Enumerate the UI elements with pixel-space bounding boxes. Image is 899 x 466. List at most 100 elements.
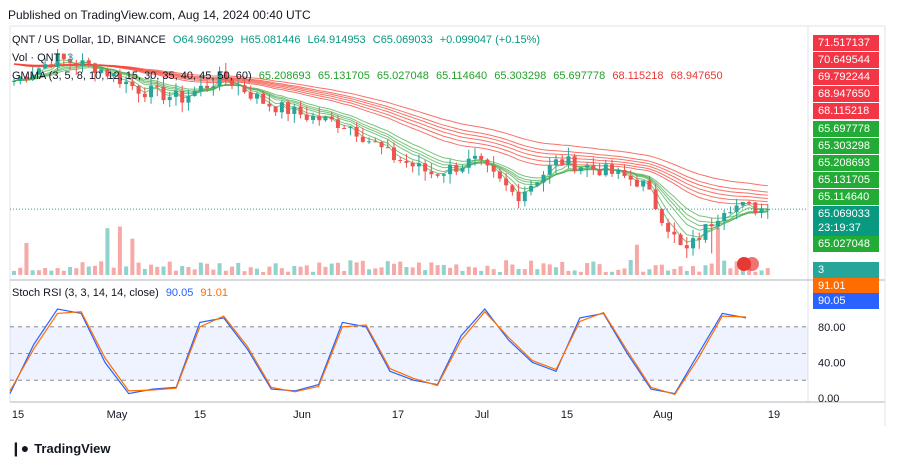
candle-body — [24, 76, 29, 80]
candle-body — [466, 158, 471, 168]
candle-body — [659, 209, 664, 224]
candle-body — [622, 169, 627, 176]
candle-body — [485, 159, 490, 166]
candle-body — [578, 167, 583, 172]
high-label: H — [240, 34, 249, 46]
volume-bar — [335, 262, 340, 275]
volume-bar — [734, 261, 739, 275]
candle-body — [560, 159, 565, 165]
volume-bar — [217, 263, 222, 275]
candle-body — [553, 159, 558, 166]
candle-body — [180, 90, 185, 103]
volume-bar — [373, 268, 378, 275]
volume-bar — [198, 262, 203, 275]
volume-bar — [36, 270, 41, 275]
volume-bar — [697, 271, 702, 275]
candle-body — [728, 212, 733, 214]
candle-body — [136, 86, 141, 94]
price-axis-label: 69.792244 — [813, 69, 879, 85]
time-tick-label: 15 — [194, 409, 206, 421]
stoch-k-value: 90.05 — [165, 287, 194, 299]
volume-bar — [448, 267, 453, 275]
axes: 80.00 40.00 0.00 15 May 15 Jun 17 Jul 15 Aug 19 — [12, 322, 846, 421]
candle-body — [672, 231, 677, 235]
volume-bar — [149, 264, 154, 275]
candle-body — [703, 224, 708, 240]
volume-bar — [186, 266, 191, 275]
candle-body — [404, 161, 409, 163]
volume-bar — [765, 268, 770, 275]
time-tick-label: Jul — [475, 409, 489, 421]
price-axis-label: 23:19:37 — [813, 220, 879, 236]
volume-bar — [74, 268, 79, 275]
volume-bar — [55, 268, 60, 275]
close-label: C — [372, 34, 381, 46]
candle-body — [472, 155, 477, 159]
tradingview-footer[interactable]: ❙● TradingView — [10, 440, 111, 457]
volume-bar — [317, 262, 322, 275]
price-axis-label: 65.697778 — [813, 121, 879, 137]
volume-bar — [304, 265, 309, 275]
volume-bar — [560, 261, 565, 275]
volume-bar — [292, 266, 297, 275]
candle-body — [279, 102, 284, 113]
volume-label: Vol · QNT — [12, 52, 61, 64]
candle-body — [454, 165, 459, 172]
volume-bar — [105, 228, 110, 275]
candle-body — [86, 60, 91, 64]
open-label: O — [172, 34, 182, 46]
price-axis-label: 65.069033 — [813, 206, 879, 222]
volume-bar — [597, 264, 602, 275]
candle-body — [410, 162, 415, 167]
volume-bar — [535, 269, 540, 275]
candle-body — [740, 201, 745, 206]
candle-body — [317, 116, 322, 121]
volume-bar — [248, 267, 253, 275]
candle-body — [529, 185, 534, 192]
candle-body — [43, 64, 48, 69]
candle-body — [510, 185, 515, 192]
volume-bar — [211, 269, 216, 275]
candle-body — [61, 53, 66, 60]
candle-body — [628, 175, 633, 180]
candle-body — [516, 191, 521, 202]
gmma-short-line-10 — [13, 64, 768, 227]
candle-body — [709, 224, 714, 227]
candle-body — [479, 155, 484, 160]
volume-bar — [753, 271, 758, 275]
candle-body — [342, 127, 347, 129]
gmma-long-line-40 — [13, 63, 768, 199]
volume-bar — [111, 267, 116, 275]
volume-bar — [491, 269, 496, 275]
stoch-d-line — [9, 310, 747, 396]
gmma-value: 65.303298 — [491, 70, 547, 82]
candle-body — [55, 53, 60, 67]
volume-bar — [161, 266, 166, 275]
volume-bar — [354, 262, 359, 275]
volume-bar — [759, 270, 764, 275]
candle-body — [535, 182, 540, 186]
candle-body — [616, 169, 621, 174]
volume-bar — [230, 266, 235, 275]
candle-body — [223, 71, 228, 79]
stoch-k-line — [9, 308, 747, 395]
volume-bar — [205, 263, 210, 275]
candle-body — [173, 90, 178, 97]
volume-bar — [398, 261, 403, 275]
close-value: 65.069033 — [380, 34, 433, 46]
candle-body — [192, 90, 197, 97]
volume-bar — [279, 268, 284, 275]
volume-bar — [18, 267, 23, 275]
gmma-long-line-60 — [13, 63, 768, 187]
candle-body — [591, 165, 596, 169]
low-label: L — [307, 34, 314, 46]
volume-bar — [12, 270, 16, 275]
volume-bar — [622, 268, 627, 275]
candle-body — [254, 93, 259, 99]
candle-body — [435, 174, 440, 176]
candle-body — [541, 174, 546, 183]
candle-body — [217, 71, 222, 87]
volume-bar — [236, 262, 241, 275]
volume-bar — [124, 266, 129, 275]
